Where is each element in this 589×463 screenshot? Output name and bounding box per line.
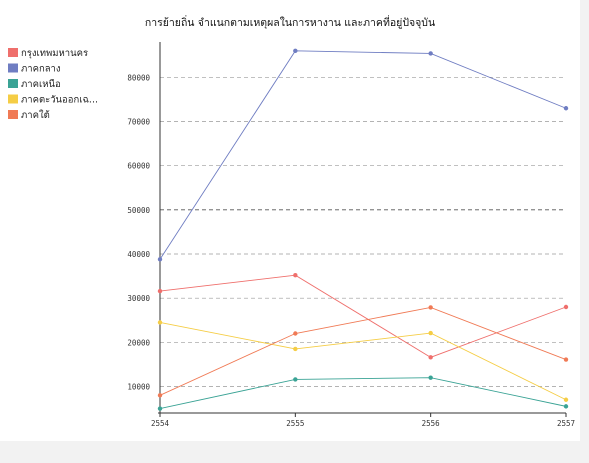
legend-swatch bbox=[8, 63, 18, 73]
legend-label: กรุงเทพมหานคร bbox=[21, 48, 88, 59]
data-point[interactable] bbox=[157, 320, 163, 325]
series-layer bbox=[157, 48, 569, 411]
grid-layer bbox=[160, 76, 566, 387]
series-line bbox=[159, 322, 567, 401]
y-tick-label: 10000 bbox=[127, 383, 150, 392]
data-point[interactable] bbox=[428, 330, 433, 336]
y-tick-label: 30000 bbox=[127, 294, 150, 303]
series-line bbox=[159, 306, 567, 396]
data-point[interactable] bbox=[563, 357, 569, 362]
x-tick-label: 2554 bbox=[151, 419, 170, 428]
legend-label: ภาคตะวันออกเฉ... bbox=[21, 95, 98, 106]
legend-label: ภาคเหนือ bbox=[21, 79, 61, 90]
data-point[interactable] bbox=[157, 406, 163, 411]
x-tick-label: 2556 bbox=[422, 419, 441, 428]
y-tick-label: 50000 bbox=[127, 206, 150, 215]
legend-swatch bbox=[8, 110, 18, 119]
legend-swatch bbox=[8, 79, 18, 88]
y-tick-label: 40000 bbox=[127, 250, 150, 259]
data-point[interactable] bbox=[293, 346, 298, 352]
data-point[interactable] bbox=[428, 355, 433, 360]
y-tick-label: 80000 bbox=[127, 73, 150, 82]
y-tick-label: 60000 bbox=[127, 162, 150, 171]
data-point[interactable] bbox=[157, 257, 163, 262]
data-point[interactable] bbox=[428, 305, 433, 310]
legend[interactable]: กรุงเทพมหานครภาคกลางภาคเหนือภาคตะวันออกเ… bbox=[8, 48, 98, 121]
series-0 bbox=[157, 273, 569, 360]
y-tick-label: 20000 bbox=[127, 338, 150, 347]
series-4 bbox=[157, 305, 569, 398]
series-3 bbox=[157, 320, 569, 402]
axis-layer: 10000 20000 30000 40000 50000 60000 70000 80000… bbox=[127, 42, 575, 428]
data-point[interactable] bbox=[428, 375, 433, 380]
series-line bbox=[159, 50, 567, 260]
line-chart: การย้ายถิ่น จำแนกตามเหตุผลในการหางาน และ… bbox=[8, 15, 575, 428]
data-point[interactable] bbox=[293, 48, 298, 54]
legend-swatch bbox=[8, 48, 18, 57]
chart-title: การย้ายถิ่น จำแนกตามเหตุผลในการหางาน และ… bbox=[145, 15, 435, 29]
series-2 bbox=[157, 375, 569, 411]
data-point[interactable] bbox=[157, 393, 163, 398]
x-tick-label: 2555 bbox=[286, 419, 304, 428]
data-point[interactable] bbox=[563, 106, 569, 111]
series-line bbox=[159, 274, 567, 358]
series-1 bbox=[157, 48, 569, 262]
y-tick-label: 70000 bbox=[127, 118, 150, 127]
legend-item-1[interactable]: ภาคกลาง bbox=[8, 63, 61, 75]
data-point[interactable] bbox=[293, 377, 298, 382]
data-point[interactable] bbox=[293, 331, 298, 336]
legend-item-4[interactable]: ภาคใต้ bbox=[8, 109, 50, 121]
legend-item-2[interactable]: ภาคเหนือ bbox=[8, 79, 61, 90]
legend-item-0[interactable]: กรุงเทพมหานคร bbox=[8, 48, 88, 59]
legend-label: ภาคกลาง bbox=[21, 64, 61, 75]
legend-label: ภาคใต้ bbox=[21, 109, 50, 121]
data-point[interactable] bbox=[157, 288, 163, 294]
data-point[interactable] bbox=[563, 404, 569, 409]
x-tick-label: 2557 bbox=[557, 419, 575, 428]
data-point[interactable] bbox=[293, 273, 298, 278]
legend-swatch bbox=[8, 94, 18, 104]
chart-card: การย้ายถิ่น จำแนกตามเหตุผลในการหางาน และ… bbox=[0, 0, 580, 441]
data-point[interactable] bbox=[563, 397, 569, 402]
series-line bbox=[159, 377, 567, 410]
data-point[interactable] bbox=[563, 304, 569, 310]
legend-item-3[interactable]: ภาคตะวันออกเฉ... bbox=[8, 94, 98, 106]
data-point[interactable] bbox=[428, 51, 433, 56]
